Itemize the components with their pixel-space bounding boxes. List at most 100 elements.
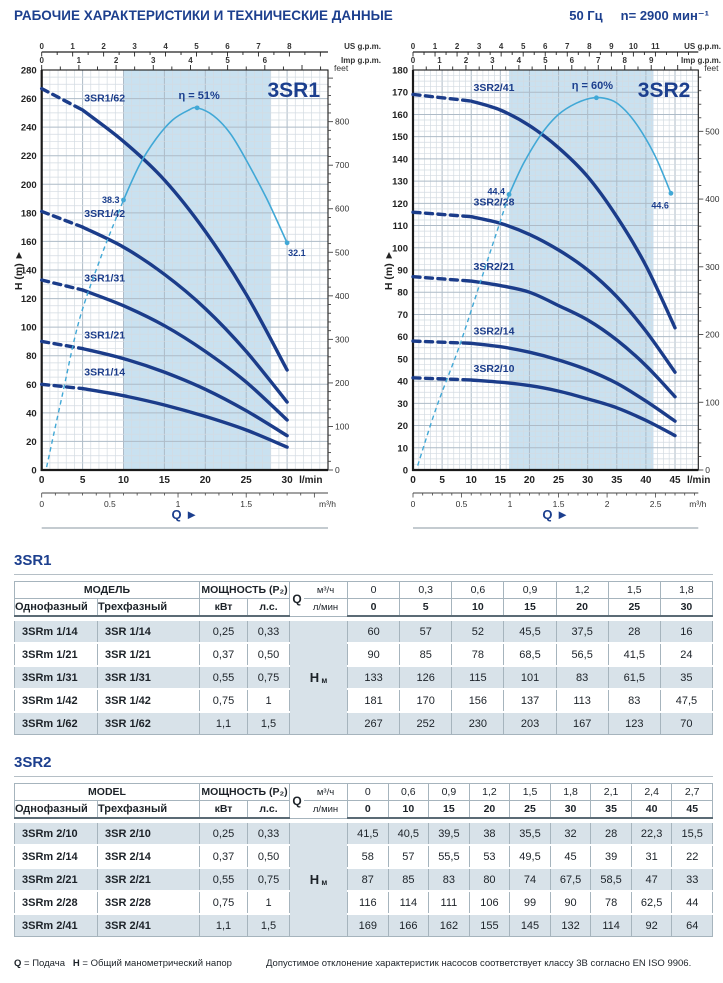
table-cell: 92: [631, 914, 673, 937]
table-header-cell: 0,6: [388, 783, 430, 801]
table-cell: 3SR 2/14: [97, 845, 201, 869]
svg-text:400: 400: [705, 194, 719, 204]
table-header-cell: МОЩНОСТЬ (P₂): [199, 783, 291, 801]
table-cell: 85: [399, 643, 453, 667]
svg-text:6: 6: [225, 42, 230, 51]
table-cell: 22,3: [631, 823, 673, 846]
svg-text:1.5: 1.5: [240, 499, 252, 509]
svg-text:150: 150: [392, 132, 408, 143]
table-row: 3SRm 2/21 3SR 2/21 0,55 0,75 87 85 83 80 74 67,5 5…: [14, 868, 713, 892]
svg-text:140: 140: [21, 266, 37, 277]
table-cell: 67,5: [550, 868, 592, 892]
svg-text:8: 8: [287, 42, 292, 51]
svg-text:30: 30: [282, 475, 294, 486]
table-cell: 3SRm 2/21: [14, 868, 98, 892]
table-header-cell: 1,5: [509, 783, 551, 801]
svg-text:m³/h: m³/h: [689, 499, 706, 509]
table-cell: 106: [469, 891, 511, 915]
svg-text:6: 6: [263, 56, 268, 65]
table-cell: 101: [503, 666, 557, 690]
table-header-cell: 2,4: [631, 783, 673, 801]
table-cell: 114: [590, 914, 632, 937]
svg-text:100: 100: [21, 323, 37, 334]
svg-text:3: 3: [132, 42, 137, 51]
svg-text:200: 200: [335, 378, 349, 388]
table-cell: 3SR 2/10: [97, 823, 201, 846]
table-row: 3SRm 1/14 3SR 1/14 0,25 0,33 H м 60 57 52 45,5 37…: [14, 621, 714, 735]
table-cell: 0,33: [247, 621, 291, 644]
table-cell: 85: [388, 868, 430, 892]
table-cell: 68,5: [503, 643, 557, 667]
table-header-cell: 30: [660, 598, 714, 617]
y-axis-m: 0 10 20 30 40 50 60 70 80 90 100 110 120 130 140 150 160…: [392, 66, 408, 477]
svg-text:180: 180: [392, 66, 408, 77]
table-cell: 60: [347, 621, 401, 644]
table-cell: 169: [347, 914, 389, 937]
table-row: 3SRm 2/28 3SR 2/28 0,75 1 116 114 111 106 99 90 78…: [14, 891, 713, 915]
curve-label: 3SR1/21: [84, 330, 125, 342]
x-axis-title: Q ►: [172, 507, 199, 522]
table-cell: 35: [660, 666, 714, 690]
table-cell: 58: [347, 845, 389, 869]
svg-text:100: 100: [335, 421, 349, 431]
table-cell: 0,50: [247, 643, 291, 667]
table-header-cell: 45: [671, 800, 713, 819]
table-cell: 1,1: [199, 712, 248, 735]
svg-text:100: 100: [705, 397, 719, 407]
svg-text:130: 130: [392, 177, 408, 188]
svg-text:1: 1: [77, 56, 82, 65]
svg-text:15: 15: [159, 475, 171, 486]
table-cell: 3SR 1/21: [97, 643, 200, 667]
svg-text:20: 20: [524, 475, 536, 486]
svg-text:1: 1: [437, 56, 442, 65]
table-cell: 0,55: [199, 666, 248, 690]
page-title: РАБОЧИЕ ХАРАКТЕРИСТИКИ И ТЕХНИЧЕСКИЕ ДАН…: [14, 8, 393, 23]
svg-text:5: 5: [543, 56, 548, 65]
table-cell: 62,5: [631, 891, 673, 915]
table-cell: 64: [671, 914, 713, 937]
svg-text:2: 2: [114, 56, 119, 65]
svg-text:0: 0: [39, 475, 45, 486]
svg-text:0: 0: [39, 42, 44, 51]
svg-text:6: 6: [543, 42, 548, 51]
efficiency-label: η = 51%: [178, 90, 219, 102]
table-cell: 47,5: [660, 689, 714, 713]
svg-text:25: 25: [553, 475, 565, 486]
pump-curve-3SR2/28: 3SR2/28: [411, 197, 677, 374]
efficiency-label: 44.4: [488, 186, 506, 196]
table-header-cell: 35: [590, 800, 632, 819]
table-cell: 0,33: [247, 823, 291, 846]
table-header-cell: 0: [347, 800, 389, 819]
svg-text:4: 4: [163, 42, 168, 51]
table-cell: 170: [399, 689, 453, 713]
table-cell: 58,5: [590, 868, 632, 892]
svg-text:5: 5: [80, 475, 86, 486]
pump-curve-3SR2/21: 3SR2/21: [411, 261, 677, 399]
curve-label: 3SR1/42: [84, 208, 125, 220]
svg-text:0.5: 0.5: [104, 499, 116, 509]
svg-text:4: 4: [188, 56, 193, 65]
top-axis-us-gpm: 0 1 2 3 4 5 6 7 8 US g.p.m.: [39, 42, 381, 57]
svg-text:30: 30: [582, 475, 594, 486]
svg-text:50: 50: [397, 354, 408, 365]
table-cell: 1,1: [199, 914, 249, 937]
svg-text:10: 10: [629, 42, 638, 51]
svg-text:200: 200: [705, 330, 719, 340]
table-cell: 39,5: [428, 823, 470, 846]
efficiency-label: η = 60%: [572, 80, 613, 92]
svg-text:3: 3: [490, 56, 495, 65]
svg-text:0: 0: [335, 465, 340, 475]
curve-label: 3SR2/10: [474, 363, 515, 375]
pump-curve-3SR2/10: 3SR2/10: [411, 363, 677, 438]
right-axis-feet: 0 100 200 300 400 500 feet: [698, 63, 720, 475]
svg-text:10: 10: [118, 475, 130, 486]
table-header-cell: 20: [556, 598, 609, 617]
lmin-unit: л/мин: [312, 601, 339, 613]
table-header-cell: 0,3: [399, 581, 453, 599]
table-cell: 44: [671, 891, 713, 915]
svg-text:7: 7: [256, 42, 261, 51]
svg-text:60: 60: [397, 332, 408, 343]
